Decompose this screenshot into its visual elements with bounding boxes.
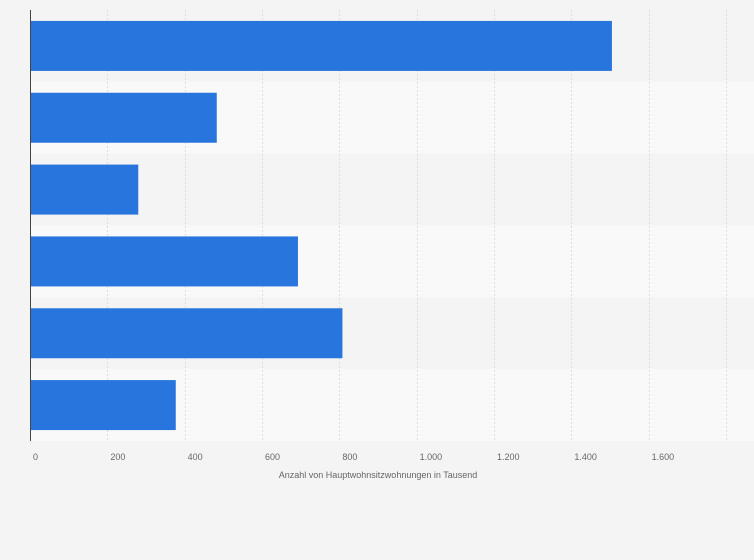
- bar[interactable]: [30, 92, 217, 143]
- x-tick-label: 1.600: [652, 452, 675, 462]
- x-tick-label: 0: [33, 452, 38, 462]
- bar[interactable]: [30, 236, 298, 287]
- x-tick-labels: 0 200 400 600 800 1.000 1.200 1.400 1.600: [33, 452, 674, 462]
- row-band: [30, 153, 754, 226]
- x-tick-label: 400: [188, 452, 203, 462]
- x-tick-label: 600: [265, 452, 280, 462]
- bar[interactable]: [30, 380, 176, 431]
- x-tick-label: 200: [110, 452, 125, 462]
- x-axis-title: Anzahl von Hauptwohnsitzwohnungen in Tau…: [279, 470, 477, 480]
- x-tick-label: 1.400: [574, 452, 597, 462]
- x-tick-label: 1.000: [420, 452, 443, 462]
- x-tick-label: 800: [342, 452, 357, 462]
- bars: [30, 20, 612, 431]
- bar[interactable]: [30, 308, 343, 359]
- bar[interactable]: [30, 20, 612, 71]
- bar[interactable]: [30, 164, 139, 215]
- x-tick-label: 1.200: [497, 452, 520, 462]
- row-bands: [30, 10, 754, 441]
